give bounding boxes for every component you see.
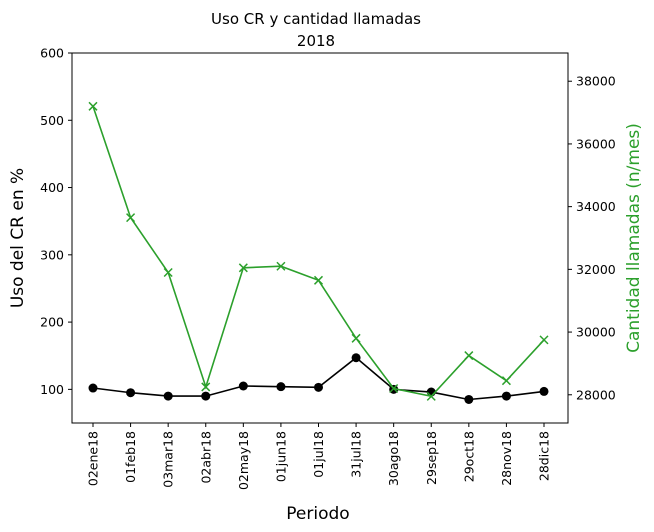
series-2-point — [88, 101, 98, 111]
y2-axis-label: Cantidad llamadas (n/mes) — [624, 123, 644, 353]
series-1-point — [539, 386, 549, 396]
plot-area: 100 200 300 400 500 600 28000 30000 32000 34000 36… — [40, 46, 616, 491]
series-2-point — [238, 263, 248, 273]
y-tick-label: 300 — [40, 247, 64, 262]
y2-tick-label: 28000 — [576, 387, 616, 402]
x-tick-label: 30ago18 — [386, 431, 401, 486]
x-tick-label: 29sep18 — [424, 431, 439, 485]
series-1-point — [351, 353, 361, 363]
chart-subtitle: 2018 — [297, 32, 335, 50]
series-1-point — [314, 382, 323, 392]
series-1-point — [464, 394, 474, 404]
series-2-line — [92, 106, 545, 398]
x-tick-label: 28dic18 — [537, 431, 552, 481]
series-1-point — [201, 391, 211, 401]
y2-tick-label: 32000 — [576, 262, 616, 277]
series-2-point — [426, 391, 436, 401]
x-tick-label: 02may18 — [236, 431, 251, 490]
y-tick-label: 500 — [40, 113, 64, 128]
series-2-point — [313, 275, 324, 285]
series-2-point — [126, 213, 136, 223]
y2-tick-label: 36000 — [576, 136, 616, 151]
plot-frame — [71, 52, 569, 424]
series-2-point — [501, 376, 511, 386]
y-tick-label: 100 — [40, 382, 64, 397]
series-1-point — [501, 391, 511, 401]
y-tick-label: 600 — [40, 46, 64, 61]
x-tick-label: 03mar18 — [161, 431, 176, 488]
series-2-point — [276, 261, 286, 271]
x-tick-label: 28nov18 — [499, 431, 514, 486]
chart-title: Uso CR y cantidad llamadas — [211, 10, 421, 28]
x-tick-label: 29oct18 — [461, 431, 476, 482]
series-1-point — [276, 382, 286, 392]
series-1-point — [88, 383, 98, 393]
y2-tick-label: 38000 — [576, 74, 616, 89]
y2-tick-label: 30000 — [576, 325, 616, 340]
series-2-point — [201, 382, 211, 392]
series-1-point — [126, 388, 136, 398]
series-2-point — [389, 383, 399, 394]
x-tick-label: 01feb18 — [123, 431, 138, 483]
y-tick-label: 200 — [40, 315, 64, 330]
x-tick-label: 31jul18 — [349, 431, 364, 478]
y-axis-label: Uso del CR en % — [8, 168, 28, 308]
x-tick-label: 01jun18 — [273, 431, 288, 482]
x-tick-label: 02ene18 — [86, 431, 101, 486]
series-2-point — [464, 351, 474, 361]
series-2-point — [163, 267, 173, 278]
y2-tick-label: 34000 — [576, 199, 616, 214]
series-1-line — [92, 356, 545, 401]
series-2-point — [539, 335, 549, 345]
series-2-point — [351, 333, 361, 343]
x-axis-label: Periodo — [286, 504, 349, 524]
y-tick-label: 400 — [40, 180, 64, 195]
series-1-point — [238, 381, 248, 391]
x-tick-label: 01jul18 — [311, 431, 326, 478]
series-1-point — [163, 391, 173, 401]
x-tick-label: 02abr18 — [198, 431, 213, 484]
